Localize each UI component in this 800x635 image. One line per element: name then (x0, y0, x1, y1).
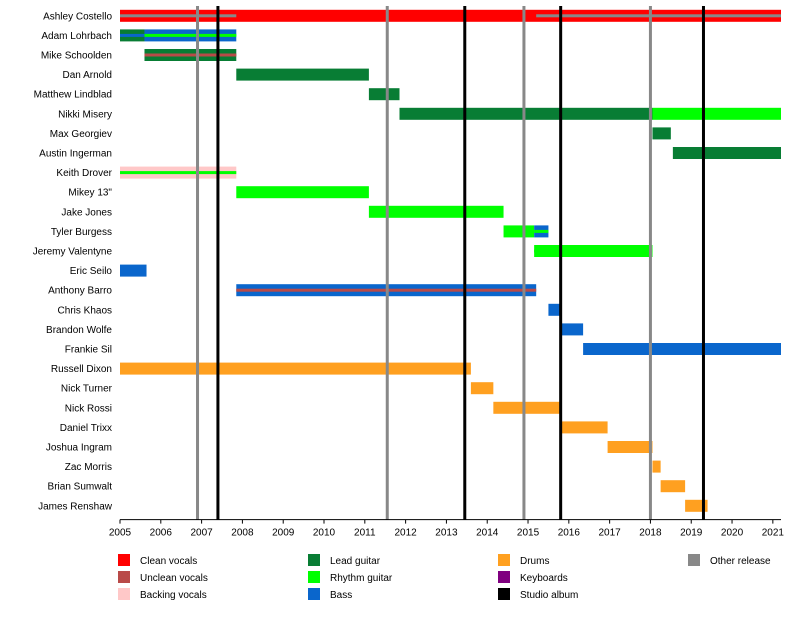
member-name-label: Austin Ingerman (39, 149, 112, 160)
legend-swatch-studio (498, 588, 510, 600)
member-name-label: Keith Drover (56, 168, 112, 179)
member-bar-clean (120, 9, 781, 22)
member-bar-secondary-unclean (144, 53, 237, 57)
x-tick-label: 2010 (313, 528, 336, 539)
legend-label-other: Other release (710, 556, 771, 567)
x-tick-label: 2016 (558, 528, 581, 539)
member-bar-lead (368, 88, 400, 101)
legend-swatch-drums (498, 554, 510, 566)
legend-label-lead: Lead guitar (330, 556, 381, 567)
member-bar-bass (120, 264, 147, 277)
x-tick-label: 2013 (435, 528, 458, 539)
x-tick-label: 2020 (721, 528, 744, 539)
member-name-label: Brian Sumwalt (48, 482, 113, 493)
member-bar-secondary-bass (120, 33, 145, 37)
member-name-label: Matthew Lindblad (34, 90, 112, 101)
member-bar-drums (685, 499, 708, 512)
member-bar-bass (548, 303, 561, 316)
member-name-label: Mike Schoolden (41, 51, 112, 62)
member-bar-secondary-other (120, 14, 237, 18)
member-name-label: Max Georgiev (50, 129, 112, 140)
member-bar-secondary-rhythm (534, 249, 653, 253)
member-bar-rhythm (236, 186, 369, 199)
x-tick-label: 2014 (476, 528, 499, 539)
member-bar-drums (607, 441, 653, 453)
x-tick-label: 2005 (109, 528, 132, 539)
x-tick-label: 2008 (231, 528, 254, 539)
member-bar-secondary-rhythm (144, 33, 237, 37)
member-bar-secondary-rhythm (120, 171, 237, 175)
legend-label-drums: Drums (520, 556, 549, 567)
member-bar-lead (652, 127, 671, 140)
member-name-label: Russell Dixon (51, 364, 112, 375)
member-bar-bass (560, 323, 584, 336)
x-tick-label: 2007 (190, 528, 213, 539)
member-bar-rhythm (652, 107, 781, 120)
legend-swatch-other (688, 554, 700, 566)
member-name-label: Adam Lohrbach (41, 31, 112, 42)
legend-swatch-backing (118, 588, 130, 600)
legend-label-keys: Keyboards (520, 573, 568, 584)
member-bar-rhythm (368, 205, 504, 218)
member-bar-secondary-rhythm (534, 229, 549, 233)
member-name-label: Eric Seilo (70, 266, 113, 277)
legend-swatch-lead (308, 554, 320, 566)
legend-swatch-clean (118, 554, 130, 566)
member-bar-drums (493, 401, 561, 414)
member-name-label: Dan Arnold (63, 70, 112, 81)
x-tick-label: 2006 (150, 528, 173, 539)
x-tick-label: 2021 (762, 528, 785, 539)
member-name-label: Ashley Costello (43, 11, 112, 22)
x-tick-label: 2011 (354, 528, 376, 539)
legend-swatch-rhythm (308, 571, 320, 583)
member-name-label: Jeremy Valentyne (33, 247, 113, 258)
legend-label-unclean: Unclean vocals (140, 573, 208, 584)
member-name-label: Chris Khaos (58, 305, 112, 316)
member-bar-lead (672, 147, 781, 159)
member-bar-secondary-other (536, 14, 781, 18)
x-tick-label: 2012 (394, 528, 417, 539)
member-name-label: Anthony Barro (48, 286, 112, 297)
member-bar-lead (399, 107, 653, 120)
legend-swatch-keys (498, 571, 510, 583)
x-tick-label: 2015 (517, 528, 540, 539)
member-name-label: Frankie Sil (65, 345, 112, 356)
member-bar-rhythm (503, 225, 535, 238)
member-name-label: Nick Turner (61, 384, 113, 395)
x-tick-label: 2017 (599, 528, 622, 539)
member-name-label: Zac Morris (65, 462, 112, 473)
legend-label-studio: Studio album (520, 590, 578, 601)
member-name-label: Daniel Trixx (60, 423, 112, 434)
member-name-label: Nick Rossi (65, 403, 112, 414)
member-bar-lead (236, 68, 369, 81)
x-tick-label: 2019 (680, 528, 703, 539)
member-bar-drums (560, 421, 608, 434)
member-name-label: Brandon Wolfe (46, 325, 112, 336)
legend-swatch-bass (308, 588, 320, 600)
legend-label-clean: Clean vocals (140, 556, 197, 567)
member-name-label: Tyler Burgess (51, 227, 112, 238)
member-bar-drums (470, 382, 494, 395)
legend-label-rhythm: Rhythm guitar (330, 573, 393, 584)
member-name-label: Jake Jones (61, 207, 112, 218)
x-tick-label: 2018 (639, 528, 662, 539)
member-bar-drums (660, 480, 686, 493)
member-name-label: Mikey 13" (68, 188, 112, 199)
x-tick-label: 2009 (272, 528, 295, 539)
member-name-label: James Renshaw (38, 501, 113, 512)
legend-label-backing: Backing vocals (140, 590, 207, 601)
legend-swatch-unclean (118, 571, 130, 583)
member-name-label: Joshua Ingram (46, 443, 112, 454)
member-name-label: Nikki Misery (58, 109, 112, 120)
member-bar-drums (652, 460, 661, 473)
member-bar-bass (583, 343, 781, 355)
legend-label-bass: Bass (330, 590, 352, 601)
member-bar-drums (120, 362, 471, 375)
